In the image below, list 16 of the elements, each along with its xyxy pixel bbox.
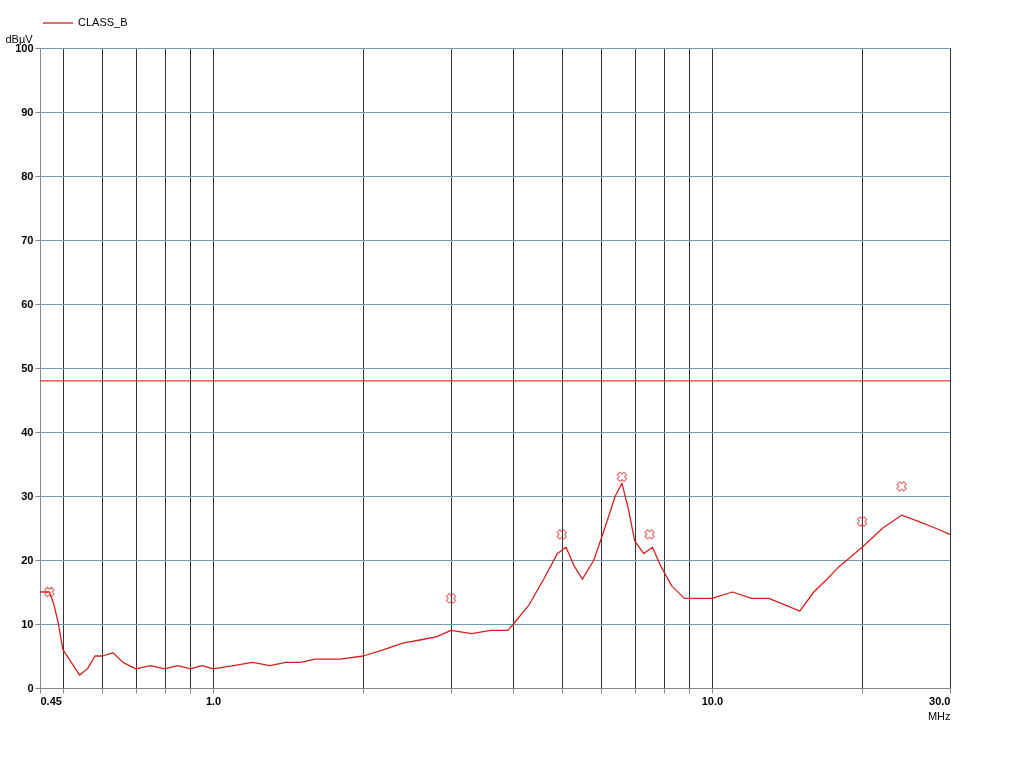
y-tick-label: 80 [21,169,34,182]
x-tick-label: 1.0 [205,694,222,707]
x-tick-label: 0.45 [40,694,62,707]
legend-label: CLASS_B [78,16,128,28]
y-tick-label: 50 [21,361,34,374]
y-tick-label: 90 [21,105,34,118]
y-tick-label: 30 [21,489,34,502]
y-tick-label: 20 [21,553,34,566]
x-tick-label: 30.0 [929,694,951,707]
x-tick-label: 10.0 [701,694,724,707]
y-tick-label: 0 [27,681,34,694]
y-tick-label: 70 [21,233,34,246]
y-tick-label: 60 [21,297,34,310]
y-tick-label: 10 [21,617,34,630]
x-axis-title: MHz [927,709,951,722]
y-tick-label: 40 [21,425,34,438]
